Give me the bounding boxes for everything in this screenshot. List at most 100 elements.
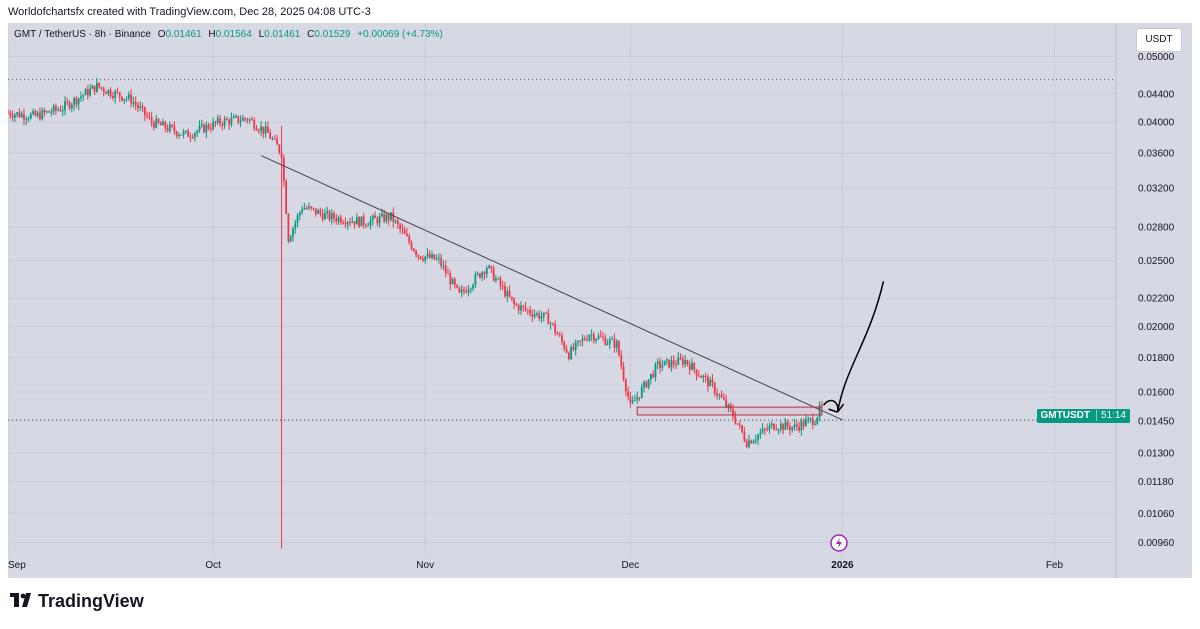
candle-body xyxy=(308,206,310,209)
candle-body xyxy=(795,424,798,427)
candle-body xyxy=(638,397,641,399)
candle-body xyxy=(713,382,716,394)
candle-body xyxy=(230,117,233,125)
candle-body xyxy=(278,144,281,153)
candle-body xyxy=(77,98,80,105)
candle-body xyxy=(48,111,50,113)
candle-body xyxy=(251,119,253,121)
candle-body xyxy=(392,212,395,222)
candle-body xyxy=(811,418,814,425)
candle-body xyxy=(538,313,541,319)
candle-body xyxy=(150,117,153,123)
candle-body xyxy=(187,130,190,137)
candle-body xyxy=(700,376,702,378)
candle-body xyxy=(789,426,791,430)
candle-body xyxy=(109,89,112,97)
candle-body xyxy=(472,284,474,289)
candle-body xyxy=(636,397,639,401)
candle-body xyxy=(497,278,500,280)
chart-frame[interactable]: 0.05000 0.04400 0.04000 0.03600 0.03200 0.028… xyxy=(8,23,1192,578)
candle-body xyxy=(574,342,577,350)
candle-body xyxy=(148,116,151,118)
currency-button[interactable]: USDT xyxy=(1136,28,1182,52)
candle-body xyxy=(777,429,780,431)
ohlc-legend: GMT / TetherUS · 8h · Binance O0.01461 H… xyxy=(14,29,443,40)
candle-body xyxy=(353,221,356,225)
candle-body xyxy=(631,400,634,403)
candle-body xyxy=(330,213,333,220)
candle-body xyxy=(166,128,169,131)
candle-body xyxy=(314,208,317,215)
candle-body xyxy=(814,423,816,425)
candle-body xyxy=(326,211,329,214)
candle-body xyxy=(271,138,274,140)
candle-body xyxy=(212,121,215,130)
tradingview-wordmark: TradingView xyxy=(38,591,144,611)
candle-body xyxy=(627,391,630,397)
candle-body xyxy=(18,112,21,117)
candle-body xyxy=(604,337,607,345)
candle-body xyxy=(385,214,388,222)
candle-body xyxy=(383,213,386,222)
candle-body xyxy=(143,107,146,116)
candle-body xyxy=(695,369,698,376)
candle-body xyxy=(417,255,420,257)
candle-body xyxy=(273,138,276,140)
candle-body xyxy=(624,379,627,392)
candlestick-chart[interactable]: 0.05000 0.04400 0.04000 0.03600 0.03200 0.028… xyxy=(8,23,1192,578)
candle-body xyxy=(296,215,299,223)
x-tick-label: Oct xyxy=(205,560,221,571)
candle-body xyxy=(159,122,162,126)
drawings xyxy=(260,155,885,552)
candle-body xyxy=(663,360,666,366)
candle-body xyxy=(704,376,707,378)
candle-body xyxy=(59,109,62,112)
candle-body xyxy=(164,121,167,129)
candle-body xyxy=(16,112,19,115)
candle-body xyxy=(66,101,69,103)
candle-body xyxy=(675,364,677,366)
candle-body xyxy=(419,256,422,259)
legend-high: 0.01564 xyxy=(215,29,252,40)
candle-body xyxy=(127,94,130,99)
candle-body xyxy=(410,242,413,249)
y-tick-label: 0.01060 xyxy=(1138,509,1175,520)
candle-body xyxy=(412,248,415,252)
candle-body xyxy=(36,112,39,116)
candle-body xyxy=(490,265,493,269)
candle-body xyxy=(376,218,379,224)
candle-body xyxy=(232,116,235,118)
candle-body xyxy=(61,110,64,112)
candle-body xyxy=(665,359,668,361)
candle-body xyxy=(349,222,351,224)
badge-countdown: 51:14 xyxy=(1095,410,1126,421)
candle-body xyxy=(312,207,315,209)
candle-body xyxy=(606,343,609,345)
legend-open: 0.01461 xyxy=(165,29,202,40)
candle-body xyxy=(793,424,796,428)
badge-symbol: GMTUSDT xyxy=(1040,410,1090,421)
candle-body xyxy=(203,124,205,133)
candle-body xyxy=(716,393,718,396)
candle-body xyxy=(365,224,367,226)
candle-body xyxy=(287,213,290,242)
candle-body xyxy=(750,440,753,444)
candle-body xyxy=(80,96,82,99)
candle-body xyxy=(132,101,135,104)
candle-body xyxy=(303,208,306,210)
candle-body xyxy=(766,429,769,431)
candle-body xyxy=(536,313,538,315)
candle-body xyxy=(424,256,427,261)
candle-body xyxy=(189,136,192,138)
candle-body xyxy=(107,89,110,94)
candle-body xyxy=(463,289,465,291)
candle-body xyxy=(451,278,454,285)
tradingview-logo[interactable]: TradingView xyxy=(10,591,144,612)
candle-body xyxy=(369,220,372,226)
candle-body xyxy=(563,341,566,350)
trendline xyxy=(260,155,843,421)
projection-arrow-head xyxy=(828,403,845,413)
candle-body xyxy=(20,113,23,117)
candle-body xyxy=(228,120,231,125)
candle-body xyxy=(522,305,525,307)
